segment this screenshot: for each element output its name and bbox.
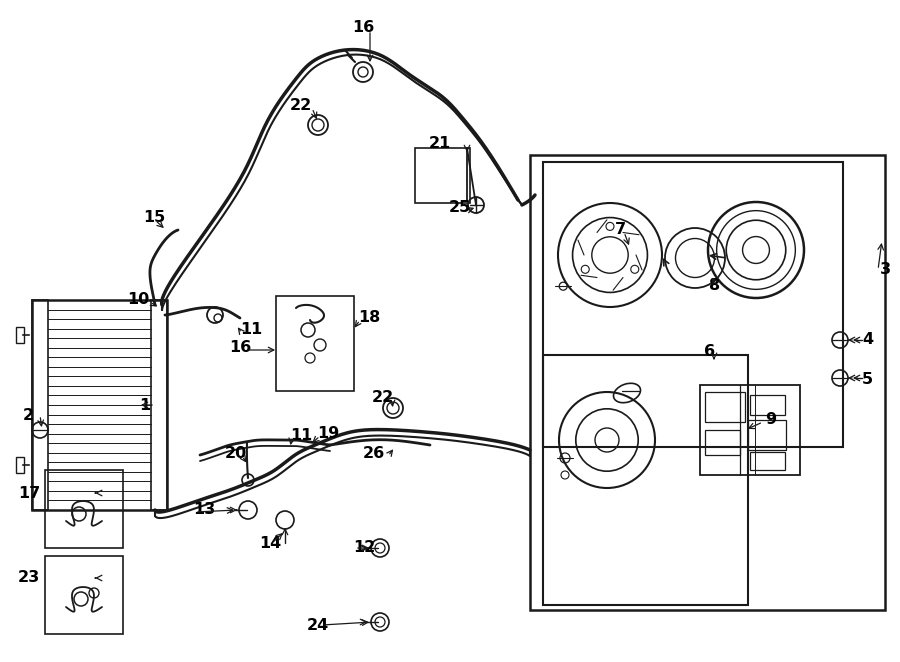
Text: 15: 15 <box>143 211 166 226</box>
Bar <box>16 457 24 473</box>
Text: 17: 17 <box>18 485 40 500</box>
Text: 14: 14 <box>259 536 281 551</box>
Text: 10: 10 <box>127 293 149 308</box>
Text: 9: 9 <box>765 412 776 428</box>
Bar <box>32 300 167 510</box>
Text: 12: 12 <box>353 540 375 555</box>
Bar <box>45 556 123 634</box>
Text: 11: 11 <box>290 428 312 442</box>
Bar <box>151 300 167 510</box>
Text: 22: 22 <box>290 97 312 113</box>
Text: 23: 23 <box>18 571 40 585</box>
Text: 24: 24 <box>307 618 329 632</box>
Text: 8: 8 <box>709 277 721 293</box>
Bar <box>700 385 800 475</box>
Bar <box>748 420 786 450</box>
Text: 3: 3 <box>880 263 891 277</box>
Text: 16: 16 <box>352 21 374 36</box>
Text: 6: 6 <box>705 344 716 359</box>
Bar <box>32 300 48 510</box>
Bar <box>276 296 354 391</box>
Text: 16: 16 <box>229 340 251 355</box>
Text: 7: 7 <box>615 222 626 238</box>
Bar <box>543 355 748 605</box>
Bar <box>750 395 785 415</box>
Text: 1: 1 <box>140 397 150 412</box>
Text: 20: 20 <box>225 446 248 461</box>
Text: 2: 2 <box>22 408 33 422</box>
Text: 26: 26 <box>363 446 385 461</box>
Text: 22: 22 <box>372 391 394 406</box>
Bar <box>16 327 24 343</box>
Text: 21: 21 <box>429 136 451 150</box>
Text: 25: 25 <box>449 201 471 216</box>
Bar <box>530 155 885 610</box>
Bar <box>705 392 745 422</box>
Text: 19: 19 <box>317 426 339 442</box>
Text: 4: 4 <box>862 332 873 348</box>
Bar <box>415 148 470 203</box>
Text: 13: 13 <box>193 502 215 516</box>
Text: 18: 18 <box>358 310 380 326</box>
Text: 11: 11 <box>240 322 262 338</box>
Bar <box>705 430 740 455</box>
Bar <box>543 162 843 447</box>
Bar <box>45 470 123 548</box>
Text: 5: 5 <box>862 373 873 387</box>
Bar <box>750 452 785 470</box>
